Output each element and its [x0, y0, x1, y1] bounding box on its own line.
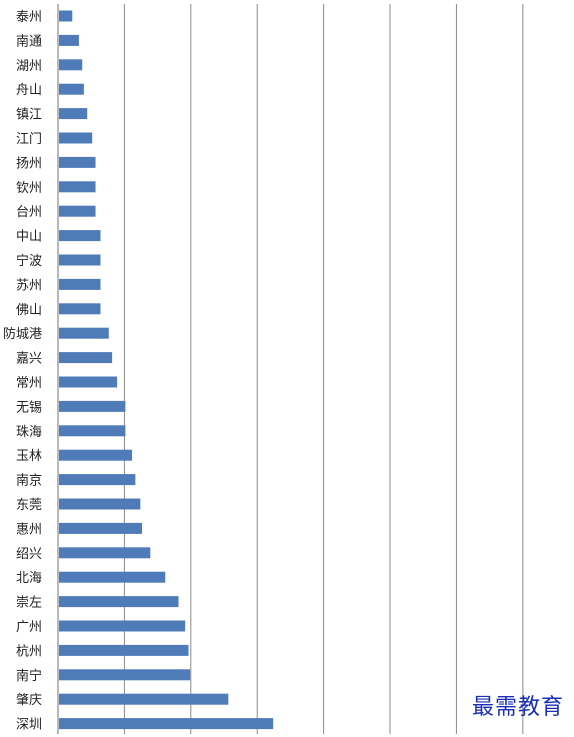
- category-label: 南通: [16, 33, 42, 49]
- category-label: 泰州: [16, 10, 42, 25]
- category-label: 镇江: [16, 108, 42, 123]
- category-label: 杭州: [16, 644, 42, 659]
- category-label: 防城港: [3, 326, 42, 342]
- bar: [59, 571, 166, 583]
- bar: [59, 254, 101, 266]
- bar: [59, 132, 93, 144]
- bar: [59, 83, 84, 95]
- category-label: 嘉兴: [16, 352, 42, 367]
- category-label: 惠州: [16, 522, 42, 537]
- category-label: 无锡: [16, 400, 42, 415]
- bar: [59, 596, 179, 608]
- category-label: 常州: [16, 376, 42, 391]
- bar: [59, 108, 88, 120]
- bar: [59, 303, 101, 315]
- bar: [59, 620, 186, 632]
- category-label: 珠海: [16, 425, 42, 440]
- category-label: 湖州: [16, 59, 42, 74]
- bar: [59, 376, 118, 388]
- bar: [59, 230, 101, 242]
- category-label: 南京: [16, 473, 42, 489]
- bar: [59, 34, 79, 46]
- category-label: 广州: [16, 620, 42, 635]
- bar: [59, 278, 101, 290]
- category-label: 江门: [16, 132, 42, 147]
- category-label: 北海: [16, 571, 42, 586]
- category-label: 佛山: [16, 303, 42, 318]
- category-label: 玉林: [16, 449, 42, 464]
- category-label: 台州: [16, 205, 42, 220]
- bar: [59, 522, 143, 534]
- bar: [59, 498, 141, 510]
- category-label: 苏州: [16, 277, 42, 293]
- bar: [59, 156, 96, 168]
- category-label: 南宁: [16, 668, 42, 684]
- category-label: 钦州: [16, 181, 42, 196]
- bar: [59, 10, 73, 22]
- bar: [59, 474, 136, 486]
- bar: [59, 547, 151, 559]
- watermark-logo: 最需教育: [471, 695, 564, 720]
- category-label: 中山: [16, 230, 42, 245]
- bar: [59, 352, 113, 364]
- bar: [59, 59, 83, 71]
- bar: [59, 327, 109, 339]
- category-label: 深圳: [16, 718, 42, 733]
- bar: [59, 449, 133, 461]
- category-label: 崇左: [16, 596, 42, 611]
- bar: [59, 400, 126, 412]
- gridlines: [57, 4, 524, 734]
- category-label: 东莞: [16, 498, 42, 513]
- category-label: 舟山: [16, 83, 42, 98]
- category-label: 宁波: [16, 253, 42, 269]
- category-label: 肇庆: [16, 693, 42, 708]
- category-labels: 泰州南通湖州舟山镇江江门扬州钦州台州中山宁波苏州佛山防城港嘉兴常州无锡珠海玉林南…: [3, 10, 42, 733]
- bar: [59, 718, 274, 730]
- category-label: 绍兴: [16, 547, 42, 562]
- bars: [59, 10, 274, 730]
- bar: [59, 693, 229, 705]
- bar: [59, 644, 189, 656]
- bar: [59, 181, 96, 193]
- bar: [59, 669, 191, 681]
- category-label: 扬州: [16, 156, 42, 171]
- bar: [59, 205, 96, 217]
- bar: [59, 425, 126, 437]
